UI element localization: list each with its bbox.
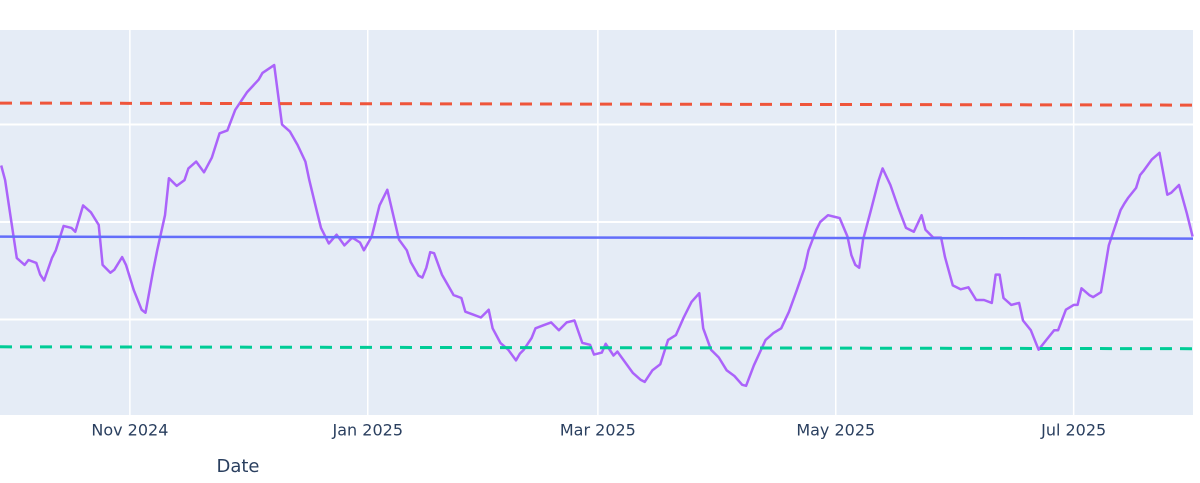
x-tick-label: Nov 2024 bbox=[91, 421, 168, 440]
x-tick-label: May 2025 bbox=[796, 421, 875, 440]
line bbox=[0, 235, 1194, 240]
x-tick-label: Jan 2025 bbox=[332, 421, 403, 440]
x-axis-title: Date bbox=[216, 456, 259, 477]
x-tick-label: Mar 2025 bbox=[560, 421, 636, 440]
x-tick-label: Jul 2025 bbox=[1040, 421, 1106, 440]
